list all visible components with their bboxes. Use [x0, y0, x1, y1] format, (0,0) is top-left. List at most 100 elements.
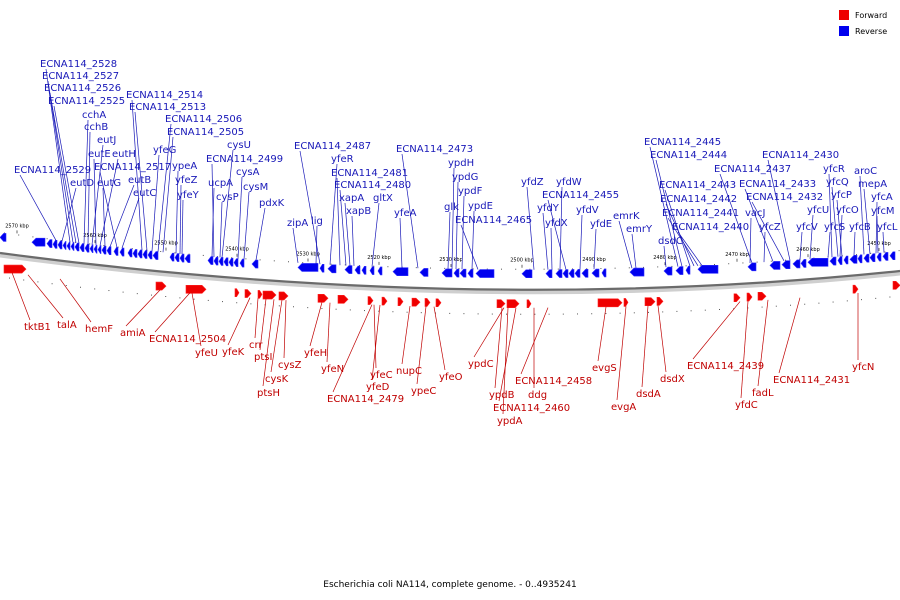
scale-dot — [463, 313, 465, 315]
reverse-gene-leader — [461, 195, 465, 270]
reverse-gene-leader — [53, 105, 80, 244]
reverse-gene-leader — [649, 146, 679, 267]
gene-feature-arrow — [475, 269, 495, 278]
reverse-gene-leader — [219, 201, 223, 258]
forward-gene-leader — [59, 278, 92, 323]
reverse-gene-leader — [853, 231, 856, 256]
forward-gene-leader — [227, 297, 251, 346]
reverse-gene-label-ecna114-2465: ECNA114_2465 — [455, 215, 532, 226]
forward-gene-leader — [259, 298, 267, 351]
reverse-gene-label-gltx: gltX — [373, 193, 393, 204]
forward-gene-leader — [125, 289, 161, 327]
scale-dot — [222, 301, 223, 303]
gene-feature-arrow — [685, 265, 691, 275]
scale-dot — [690, 310, 692, 312]
forward-gene-leader — [473, 307, 505, 358]
scale-dot — [861, 299, 862, 301]
reverse-gene-label-xapb: xapB — [346, 206, 371, 217]
reverse-gene-leader — [399, 217, 403, 268]
gene-feature-arrow — [629, 267, 645, 277]
reverse-gene-leader — [19, 174, 57, 241]
forward-gene-label-ecna114-2460: ECNA114_2460 — [493, 403, 570, 414]
gene-feature-arrow — [62, 241, 67, 250]
reverse-gene-leader — [471, 210, 475, 270]
scale-tick-label: 2530 kbp — [296, 251, 320, 257]
scale-dot — [236, 302, 238, 304]
scale-dot — [747, 307, 749, 309]
gene-feature-arrow — [397, 297, 404, 306]
gene-feature-arrow — [52, 239, 58, 249]
scale-dot — [273, 260, 275, 262]
reverse-gene-label-ucpa: ucpA — [208, 178, 233, 189]
reverse-gene-leader — [401, 153, 419, 269]
forward-gene-leader — [283, 300, 287, 359]
reverse-gene-leader — [45, 68, 71, 243]
forward-gene-label-ypda: ypdA — [497, 416, 523, 427]
gene-feature-arrow — [733, 293, 741, 303]
reverse-gene-leader — [863, 188, 871, 254]
scale-dot — [188, 253, 190, 255]
reverse-gene-leader — [315, 225, 318, 264]
scale-dot — [501, 268, 502, 270]
forward-gene-label-yfdc: yfdC — [735, 400, 758, 411]
scale-dot — [32, 236, 34, 238]
reverse-gene-label-yfcb: yfcB — [849, 222, 871, 233]
gene-feature-arrow — [213, 256, 219, 266]
scale-dot — [898, 250, 900, 252]
forward-gene-leader — [27, 274, 64, 319]
reverse-gene-label-ccha: cchA — [82, 110, 106, 121]
forward-gene-label-ecna114-2504: ECNA114_2504 — [149, 334, 226, 345]
reverse-gene-leader — [579, 214, 583, 270]
scale-dot — [515, 268, 517, 270]
gene-feature-arrow — [251, 259, 259, 269]
gene-feature-arrow — [555, 269, 563, 278]
reverse-gene-leader — [593, 228, 597, 270]
forward-gene-label-ecna114-2431: ECNA114_2431 — [773, 375, 850, 386]
gene-feature-arrow — [506, 299, 520, 309]
scale-dot — [420, 312, 422, 314]
forward-gene-label-dsda: dsdA — [636, 389, 661, 400]
reverse-gene-leader — [655, 159, 683, 267]
scale-dot — [288, 261, 289, 263]
forward-gene-label-yfcn: yfcN — [852, 362, 874, 373]
reverse-gene-label-yfcs: yfcS — [824, 222, 845, 233]
scale-dot — [373, 265, 375, 267]
scale-ticks: 2570 kbp 2560 kbp 2550 kbp 2540 kbp 2530 kbp… — [4, 223, 900, 315]
gene-feature-arrow — [152, 251, 159, 260]
reverse-gene-leader — [836, 199, 843, 257]
scale-dot — [714, 263, 715, 265]
reverse-gene-label-yfca: yfcA — [871, 192, 893, 203]
reverse-gene-label-ecna114-2437: ECNA114_2437 — [714, 164, 791, 175]
gene-feature-arrow — [769, 261, 781, 270]
reverse-gene-leader — [121, 197, 140, 249]
scale-tick-label: 2510 kbp — [439, 257, 463, 263]
forward-gene-leader — [616, 306, 627, 401]
scale-dot — [846, 300, 848, 302]
forward-gene-label-tktb1: tktB1 — [24, 322, 51, 333]
scale-dot — [756, 261, 758, 263]
gene-feature-arrow — [113, 247, 119, 256]
gene-feature-arrow — [31, 237, 46, 247]
reverse-gene-leader — [49, 92, 77, 243]
gene-feature-arrow — [262, 290, 277, 300]
scale-dot — [108, 290, 110, 292]
forward-gene-label-evga: evgA — [611, 402, 636, 413]
scale-dot — [259, 259, 261, 261]
reverse-gene-leader — [351, 215, 355, 266]
reverse-gene-leader — [876, 215, 879, 254]
reverse-gene-label-eutj: eutJ — [97, 135, 116, 146]
gene-feature-arrow — [381, 296, 388, 306]
reverse-gene-label-cysm: cysM — [243, 182, 268, 193]
reverse-gene-label-ecna114-2443: ECNA114_2443 — [659, 180, 736, 191]
gene-feature-arrow — [207, 256, 214, 265]
scale-tick-label: 2460 kbp — [796, 247, 820, 253]
reverse-gene-label-pdxk: pdxK — [259, 198, 285, 209]
reverse-gene-leader — [292, 227, 299, 263]
gene-feature-arrow — [892, 281, 900, 290]
forward-gene-label-ddg: ddg — [528, 390, 547, 401]
reverse-gene-label-ecna114-2442: ECNA114_2442 — [660, 194, 737, 205]
scale-dot — [60, 240, 62, 242]
forward-gene-leader — [757, 299, 769, 387]
scale-dot — [122, 291, 124, 293]
